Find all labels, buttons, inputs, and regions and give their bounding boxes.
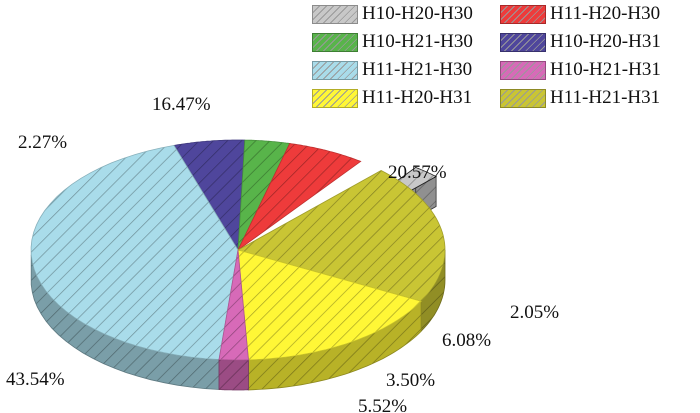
pie-slice (173, 139, 246, 252)
legend-label: H11-H20-H30 (550, 3, 661, 24)
slice-percent-label: 5.52% (358, 396, 407, 413)
legend-label: H10-H20-H31 (550, 31, 661, 52)
legend-swatch-icon (500, 32, 546, 52)
slice-top (237, 143, 362, 251)
legend-item: H11-H20-H30 (500, 2, 660, 26)
slice-percent-label: 2.05% (510, 302, 559, 323)
pie-slice (30, 144, 239, 390)
slice-top (236, 170, 446, 302)
legend-label: H11-H21-H31 (550, 87, 661, 108)
legend-item: H10-H20-H30 (312, 2, 473, 26)
legend-item: H10-H20-H31 (500, 30, 661, 54)
legend-label: H10-H20-H30 (362, 3, 473, 24)
slice-top (173, 139, 246, 252)
legend-item: H11-H21-H30 (312, 58, 472, 82)
slice-percent-label: 43.54% (6, 369, 65, 390)
pie-slice (218, 249, 249, 391)
slice-percent-label: 3.50% (386, 370, 435, 391)
legend-swatch-icon (312, 4, 358, 24)
slice-top (218, 249, 249, 361)
slice-top (30, 144, 239, 360)
pie-slice (237, 143, 362, 251)
legend-label: H11-H20-H31 (362, 87, 473, 108)
legend-swatch-icon (500, 88, 546, 108)
slice-top (237, 249, 422, 361)
legend-item: H11-H21-H31 (500, 86, 660, 110)
legend-swatch-icon (312, 60, 358, 80)
slice-percent-label: 20.57% (388, 162, 447, 183)
slice-percent-label: 16.47% (152, 94, 211, 115)
legend-item: H11-H20-H31 (312, 86, 472, 110)
legend-swatch-icon (500, 60, 546, 80)
legend-label: H11-H21-H30 (362, 59, 473, 80)
legend-item: H10-H21-H31 (500, 58, 661, 82)
slice-side-wall (218, 359, 249, 391)
legend-swatch-icon (500, 4, 546, 24)
legend-label: H10-H21-H30 (362, 31, 473, 52)
slice-percent-label: 6.08% (442, 330, 491, 351)
legend-item: H10-H21-H30 (312, 30, 473, 54)
legend-label: H10-H21-H31 (550, 59, 661, 80)
legend-swatch-icon (312, 88, 358, 108)
pie-slice (236, 170, 446, 333)
slice-percent-label: 2.27% (18, 132, 67, 153)
pie-slice (237, 249, 422, 391)
legend-swatch-icon (312, 32, 358, 52)
